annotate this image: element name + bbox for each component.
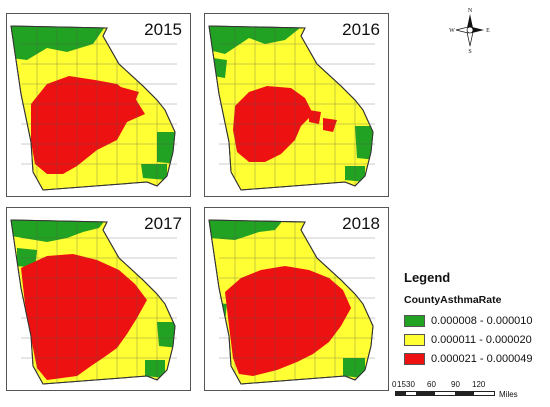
- year-label: 2015: [144, 20, 182, 39]
- map-panel-2015: 2015: [6, 13, 191, 197]
- scale-bar-segments: [395, 391, 495, 396]
- year-label: 2018: [342, 214, 380, 233]
- legend-item: 0.000008 - 0.000010: [404, 311, 550, 330]
- scale-label: 120: [472, 380, 486, 389]
- legend-swatch-yellow: [404, 333, 425, 346]
- compass-e: E: [486, 28, 490, 34]
- north-arrow-icon: N S E W: [448, 6, 492, 55]
- year-label: 2016: [342, 20, 380, 39]
- scale-seg: [435, 392, 455, 395]
- scale-seg: [405, 392, 416, 395]
- scale-seg: [474, 392, 494, 395]
- georgia-map-2016: [208, 25, 375, 191]
- legend-label: 0.000021 - 0.000049: [431, 352, 533, 365]
- scale-seg: [415, 392, 436, 395]
- map-panel-2016: 2016: [204, 13, 389, 197]
- georgia-map-2015: [10, 25, 177, 191]
- scale-seg: [396, 392, 406, 395]
- legend-label: 0.000011 - 0.000020: [431, 333, 532, 346]
- scale-bar: 0 15 30 60 90 120 Miles: [391, 380, 547, 406]
- compass-n: N: [468, 8, 473, 14]
- compass-w: W: [449, 28, 455, 34]
- compass-s: S: [468, 49, 471, 54]
- map-panel-2018: 2018: [204, 207, 389, 391]
- scale-label: 15: [397, 380, 406, 389]
- scale-label: 90: [451, 380, 460, 389]
- legend-item: 0.000021 - 0.000049: [404, 349, 550, 368]
- georgia-map-2018: [208, 219, 375, 385]
- legend-swatch-red: [404, 352, 425, 365]
- year-label: 2017: [144, 214, 182, 233]
- legend-item: 0.000011 - 0.000020: [404, 330, 550, 349]
- legend-label: 0.000008 - 0.000010: [431, 314, 533, 327]
- map-panel-2017: 2017: [6, 207, 191, 391]
- scale-label: 60: [427, 380, 436, 389]
- legend-title: Legend: [404, 270, 451, 285]
- scale-label: 30: [406, 380, 415, 389]
- legend-field-name: CountyAsthmaRate: [404, 294, 502, 306]
- scale-seg: [454, 392, 475, 395]
- scale-unit: Miles: [499, 390, 518, 399]
- legend-swatch-green: [404, 314, 425, 327]
- scale-label: 0: [392, 380, 397, 389]
- georgia-map-2017: [10, 219, 177, 385]
- map-legend: Legend CountyAsthmaRate 0.000008 - 0.000…: [404, 270, 550, 368]
